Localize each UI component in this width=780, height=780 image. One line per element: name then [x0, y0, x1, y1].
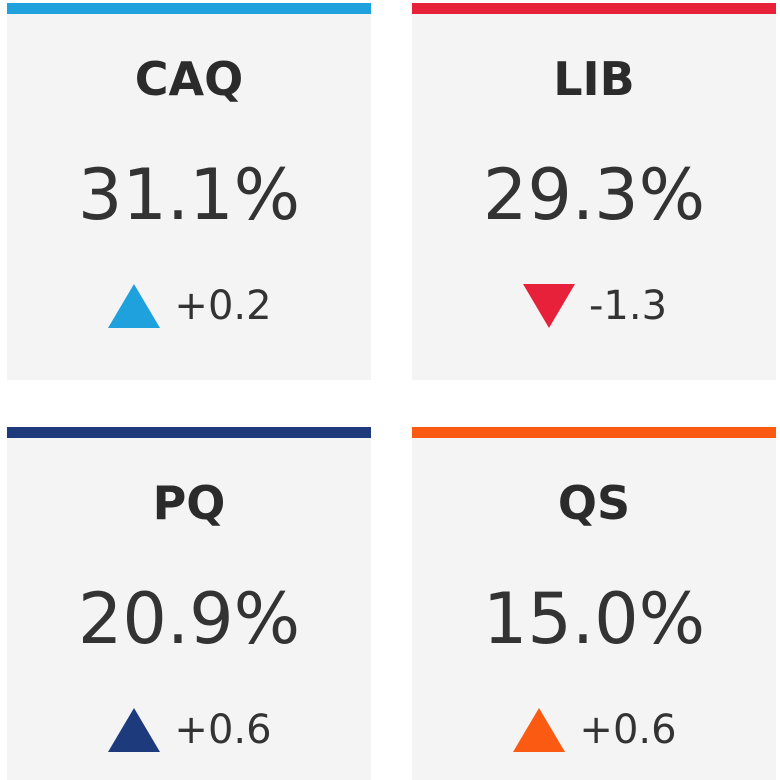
- vote-share: 20.9%: [77, 578, 301, 660]
- change-arrow: [513, 708, 566, 752]
- party-card: PQ 20.9% +0.6: [7, 427, 371, 780]
- party-card: CAQ 31.1% +0.2: [7, 3, 371, 380]
- vote-share: 29.3%: [482, 154, 706, 236]
- party-name: QS: [557, 476, 631, 530]
- party-card: QS 15.0% +0.6: [412, 427, 776, 780]
- vote-share: 15.0%: [482, 578, 706, 660]
- arrow-shape: [522, 284, 575, 328]
- change-arrow: [522, 284, 575, 328]
- party-name: PQ: [152, 476, 226, 530]
- party-name: LIB: [553, 52, 635, 106]
- change-row: +0.6: [7, 706, 371, 754]
- change-value: +0.6: [174, 707, 272, 753]
- arrow-shape: [108, 708, 161, 752]
- change-arrow: [108, 708, 161, 752]
- party-name: CAQ: [134, 52, 244, 106]
- change-row: -1.3: [412, 282, 776, 330]
- vote-share: 31.1%: [77, 154, 301, 236]
- change-value: +0.6: [579, 707, 677, 753]
- change-arrow: [108, 284, 161, 328]
- change-value: -1.3: [588, 283, 668, 329]
- arrow-shape: [513, 708, 566, 752]
- change-row: +0.6: [412, 706, 776, 754]
- change-row: +0.2: [7, 282, 371, 330]
- change-value: +0.2: [174, 283, 272, 329]
- party-card: LIB 29.3% -1.3: [412, 3, 776, 380]
- arrow-shape: [108, 284, 161, 328]
